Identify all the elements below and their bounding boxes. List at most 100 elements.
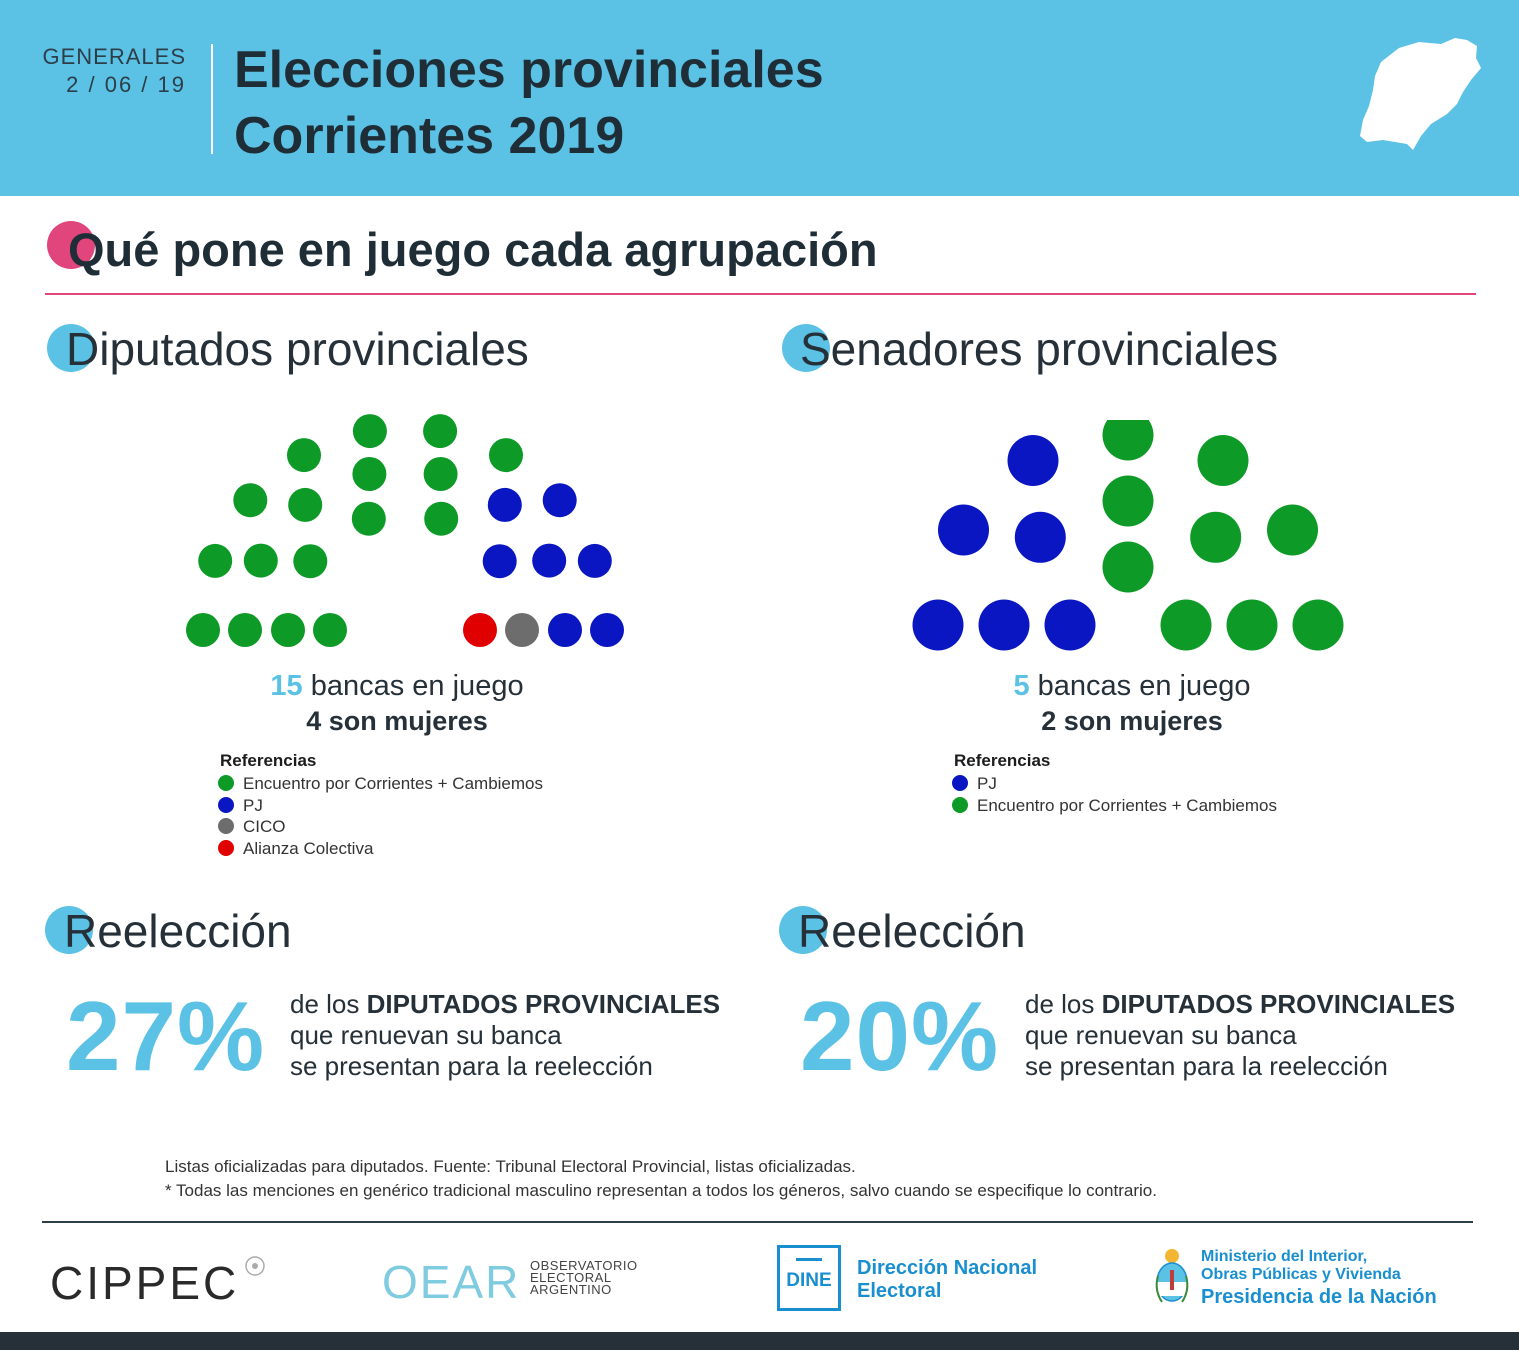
- oear-sub-line1: OBSERVATORIO: [530, 1258, 638, 1273]
- reeleccion-left-title: Reelección: [64, 905, 292, 957]
- dine-name: Dirección Nacional Electoral: [857, 1257, 1037, 1303]
- oear-logo-text: OEAR: [382, 1256, 521, 1308]
- diputados-seat: [288, 487, 323, 522]
- header-banner: GENERALES 2 / 06 / 19 Elecciones provinc…: [0, 0, 1519, 196]
- senadores-seat: [1102, 475, 1154, 527]
- senadores-seat: [912, 599, 964, 651]
- diputados-seat: [352, 457, 387, 491]
- diputados-seat: [423, 414, 458, 449]
- diputados-seat: [228, 613, 262, 647]
- diputados-legend-swatch: [218, 818, 234, 834]
- senadores-seat-chart: [912, 420, 1344, 651]
- diputados-references-title: Referencias: [220, 751, 317, 770]
- senadores-seat: [1190, 511, 1242, 563]
- ministerio-name: Ministerio del Interior, Obras Públicas …: [1201, 1248, 1401, 1284]
- section-divider: [45, 293, 1476, 295]
- reeleccion-left-bold: DIPUTADOS PROVINCIALES: [366, 989, 721, 1019]
- reeleccion-right-title: Reelección: [798, 905, 1026, 957]
- senadores-legend-label: PJ: [977, 774, 997, 793]
- diputados-seats-number: 15: [270, 670, 303, 702]
- diputados-seat: [287, 438, 321, 473]
- reeleccion-right-bold: DIPUTADOS PROVINCIALES: [1101, 989, 1456, 1019]
- dine-logo: DINE: [777, 1245, 841, 1311]
- reeleccion-left-bullet-dot: [45, 906, 93, 954]
- bottom-bar: [0, 1332, 1519, 1350]
- senadores-seat: [1014, 511, 1066, 563]
- diputados-legend-item: CICO: [218, 817, 286, 837]
- diputados-seat: [233, 483, 268, 518]
- diputados-seats-label: bancas en juego: [310, 670, 524, 702]
- diputados-seat: [352, 414, 387, 449]
- senadores-legend-swatch: [952, 796, 968, 813]
- reeleccion-left-percent: 27%: [66, 981, 266, 1091]
- reeleccion-left-line3: se presentan para la reelección: [290, 1051, 653, 1081]
- senadores-seat: [1292, 599, 1344, 651]
- diputados-seat: [487, 487, 522, 522]
- diputados-bullet-dot: [47, 324, 95, 372]
- senadores-seats-text: 5 bancas en juego: [882, 670, 1382, 703]
- dine-logo-bar: [796, 1258, 822, 1261]
- dine-logo-text: DINE: [786, 1270, 832, 1291]
- senadores-legend-item: PJ: [952, 774, 997, 794]
- reeleccion-right-percent: 20%: [800, 981, 1000, 1091]
- election-type: GENERALES: [42, 44, 186, 69]
- corrientes-map-icon: [1360, 38, 1481, 150]
- senadores-seat: [1160, 599, 1212, 651]
- election-date: 2 / 06 / 19: [66, 72, 186, 97]
- senadores-seat: [1267, 504, 1318, 556]
- reeleccion-left-line2: que renuevan su banca: [290, 1020, 562, 1050]
- dine-name-line2: Electoral: [857, 1280, 942, 1302]
- argentina-coat-of-arms-icon: [1155, 1249, 1189, 1303]
- diputados-seat: [243, 543, 278, 578]
- section-title: Qué pone en juego cada agrupación: [68, 223, 878, 276]
- senadores-seat: [1007, 435, 1059, 486]
- diputados-seat: [590, 613, 624, 647]
- diputados-seat: [548, 613, 582, 647]
- oear-logo-subtitle: OBSERVATORIO ELECTORAL ARGENTINO: [530, 1258, 638, 1296]
- diputados-seat: [463, 613, 497, 647]
- senadores-seat: [1102, 541, 1154, 593]
- diputados-seat: [532, 543, 567, 578]
- senadores-legend-swatch: [952, 775, 968, 791]
- cippec-logo: CIPPEC: [50, 1256, 239, 1310]
- diputados-legend-swatch: [218, 839, 234, 856]
- senadores-seat: [978, 599, 1030, 651]
- senadores-seat: [1226, 599, 1278, 651]
- footnote-gender: * Todas las menciones en genérico tradic…: [165, 1181, 1157, 1200]
- senadores-women-text: 2 son mujeres: [1041, 706, 1223, 736]
- diputados-seats-text: 15 bancas en juego: [147, 670, 647, 703]
- diputados-seat: [505, 613, 539, 647]
- diputados-legend-item: Encuentro por Corrientes + Cambiemos: [218, 774, 543, 794]
- diputados-seat: [482, 544, 517, 579]
- reeleccion-right-prefix: de los: [1025, 989, 1095, 1019]
- page-title-line1: Elecciones provinciales: [234, 41, 824, 99]
- diputados-legend-label: Alianza Colectiva: [243, 838, 374, 858]
- senadores-seat: [938, 504, 989, 556]
- footnote-source: Listas oficializadas para diputados. Fue…: [165, 1157, 856, 1176]
- reeleccion-right-line2: que renuevan su banca: [1025, 1020, 1297, 1050]
- header-divider: [211, 44, 213, 154]
- senadores-seat: [1044, 599, 1096, 651]
- diputados-seat: [198, 543, 233, 578]
- senadores-seats-number: 5: [1013, 670, 1030, 702]
- senadores-seat: [1102, 420, 1154, 461]
- section-bullet-dot: [47, 221, 95, 269]
- diputados-women-text: 4 son mujeres: [306, 706, 488, 736]
- diputados-seat: [186, 613, 220, 647]
- diputados-seat: [313, 613, 347, 647]
- diputados-seat: [577, 543, 612, 578]
- senadores-seat: [1197, 435, 1249, 486]
- diputados-legend-label: CICO: [243, 817, 286, 836]
- diputados-legend-label: Encuentro por Corrientes + Cambiemos: [243, 774, 543, 793]
- diputados-seat: [542, 483, 577, 518]
- senadores-references-title: Referencias: [954, 751, 1051, 770]
- senadores-seats-label: bancas en juego: [1037, 670, 1251, 702]
- diputados-legend-item: Alianza Colectiva: [218, 839, 373, 859]
- reeleccion-left-prefix: de los: [290, 989, 360, 1019]
- cippec-logo-text: CIPPEC: [50, 1257, 240, 1309]
- oear-sub-line2: ELECTORAL: [530, 1270, 612, 1285]
- diputados-seat: [489, 438, 523, 473]
- senadores-bullet-dot: [782, 324, 830, 372]
- reeleccion-right-line3: se presentan para la reelección: [1025, 1051, 1388, 1081]
- reeleccion-right-bullet-dot: [779, 906, 827, 954]
